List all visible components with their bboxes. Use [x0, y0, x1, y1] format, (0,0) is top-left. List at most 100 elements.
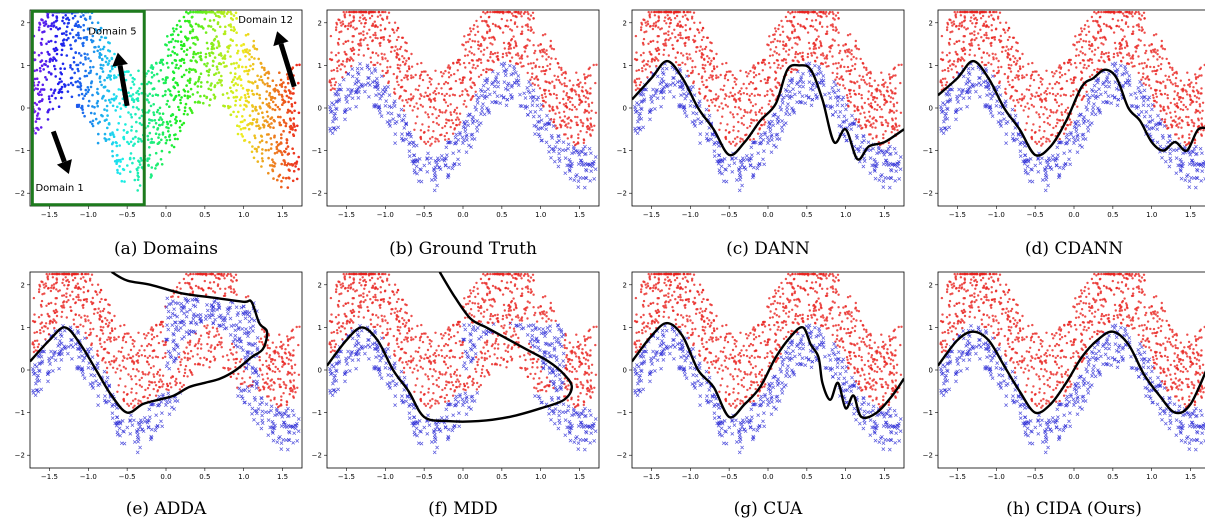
positive-point — [748, 82, 751, 86]
domain-point — [111, 154, 114, 158]
domain-point — [83, 94, 86, 98]
domain-point — [145, 98, 149, 101]
negative-point — [527, 80, 531, 84]
positive-point — [819, 42, 823, 45]
positive-point — [569, 100, 572, 104]
positive-point — [814, 43, 817, 46]
domain-point — [235, 115, 238, 118]
negative-point — [494, 77, 498, 81]
domain-point — [116, 168, 119, 172]
positive-point — [406, 78, 409, 81]
positive-point — [543, 72, 547, 76]
negative-point — [641, 125, 646, 130]
domain-point — [182, 73, 186, 77]
negative-point — [523, 96, 528, 100]
positive-point — [847, 99, 851, 103]
negative-point — [827, 91, 832, 96]
negative-point — [716, 161, 721, 166]
positive-point — [410, 76, 413, 80]
domain-point — [234, 99, 238, 103]
positive-point — [792, 59, 795, 62]
domain-point — [152, 87, 156, 90]
domain-point — [293, 125, 296, 128]
domain-point — [58, 88, 62, 92]
domain-point — [140, 140, 143, 143]
positive-point — [732, 125, 735, 128]
domain-point — [126, 140, 129, 144]
positive-point — [751, 104, 755, 108]
domain-point — [213, 84, 217, 87]
domain-point — [275, 151, 279, 154]
positive-point — [586, 117, 589, 120]
domain-point — [210, 51, 214, 54]
positive-point — [796, 22, 800, 26]
positive-point — [429, 83, 433, 86]
positive-point — [419, 135, 422, 139]
domain-point — [283, 121, 286, 124]
positive-point — [761, 61, 764, 64]
negative-point — [761, 157, 765, 162]
positive-point — [423, 140, 426, 144]
domain-point — [278, 123, 282, 127]
domain-point — [249, 64, 252, 68]
domain-point — [166, 122, 169, 126]
negative-point — [388, 118, 392, 123]
domain-point — [69, 43, 72, 47]
domain-point — [61, 62, 65, 66]
positive-point — [509, 19, 513, 22]
domain-point — [210, 45, 214, 48]
positive-point — [723, 74, 727, 78]
negative-point — [485, 94, 489, 99]
domain-point — [244, 33, 248, 37]
domain-point — [116, 153, 119, 157]
positive-point — [1079, 38, 1083, 41]
domain-point — [164, 89, 167, 93]
positive-point — [668, 16, 671, 20]
positive-point — [865, 66, 868, 70]
positive-point — [545, 69, 548, 72]
negative-point — [407, 142, 412, 146]
negative-point — [777, 137, 782, 141]
negative-point — [810, 83, 815, 88]
domain-point — [146, 94, 150, 98]
domain-point — [280, 93, 284, 97]
domain-point — [259, 61, 263, 65]
positive-point — [845, 94, 849, 97]
negative-point — [569, 164, 574, 169]
positive-point — [751, 82, 755, 85]
positive-point — [502, 41, 506, 45]
domain-point — [262, 125, 266, 129]
domain-point — [91, 93, 94, 97]
domain-point — [35, 103, 39, 106]
domain-point — [41, 18, 44, 22]
negative-point — [344, 97, 349, 101]
domain-point — [136, 99, 140, 102]
negative-point — [545, 121, 550, 126]
negative-point — [1086, 129, 1091, 133]
negative-point — [582, 163, 586, 168]
positive-point — [859, 57, 862, 61]
domain-point — [240, 44, 243, 47]
positive-point — [645, 30, 648, 33]
domain-point — [98, 29, 102, 32]
negative-point — [350, 87, 354, 92]
negative-point — [445, 140, 450, 145]
domain-point — [119, 107, 123, 110]
positive-point — [850, 80, 853, 84]
domain-point — [109, 74, 113, 78]
positive-point — [839, 49, 842, 53]
positive-point — [768, 99, 771, 103]
positive-point — [518, 57, 521, 60]
negative-point — [659, 104, 663, 109]
y-tick-label: −2 — [312, 190, 322, 198]
positive-point — [824, 12, 827, 16]
positive-point — [367, 10, 371, 14]
positive-point — [520, 65, 523, 68]
positive-point — [516, 62, 520, 66]
domain-point — [175, 53, 179, 56]
domain-point — [106, 114, 109, 117]
positive-point — [553, 86, 556, 90]
positive-point — [519, 12, 522, 16]
domain-point — [108, 49, 112, 53]
negative-point — [516, 74, 521, 78]
